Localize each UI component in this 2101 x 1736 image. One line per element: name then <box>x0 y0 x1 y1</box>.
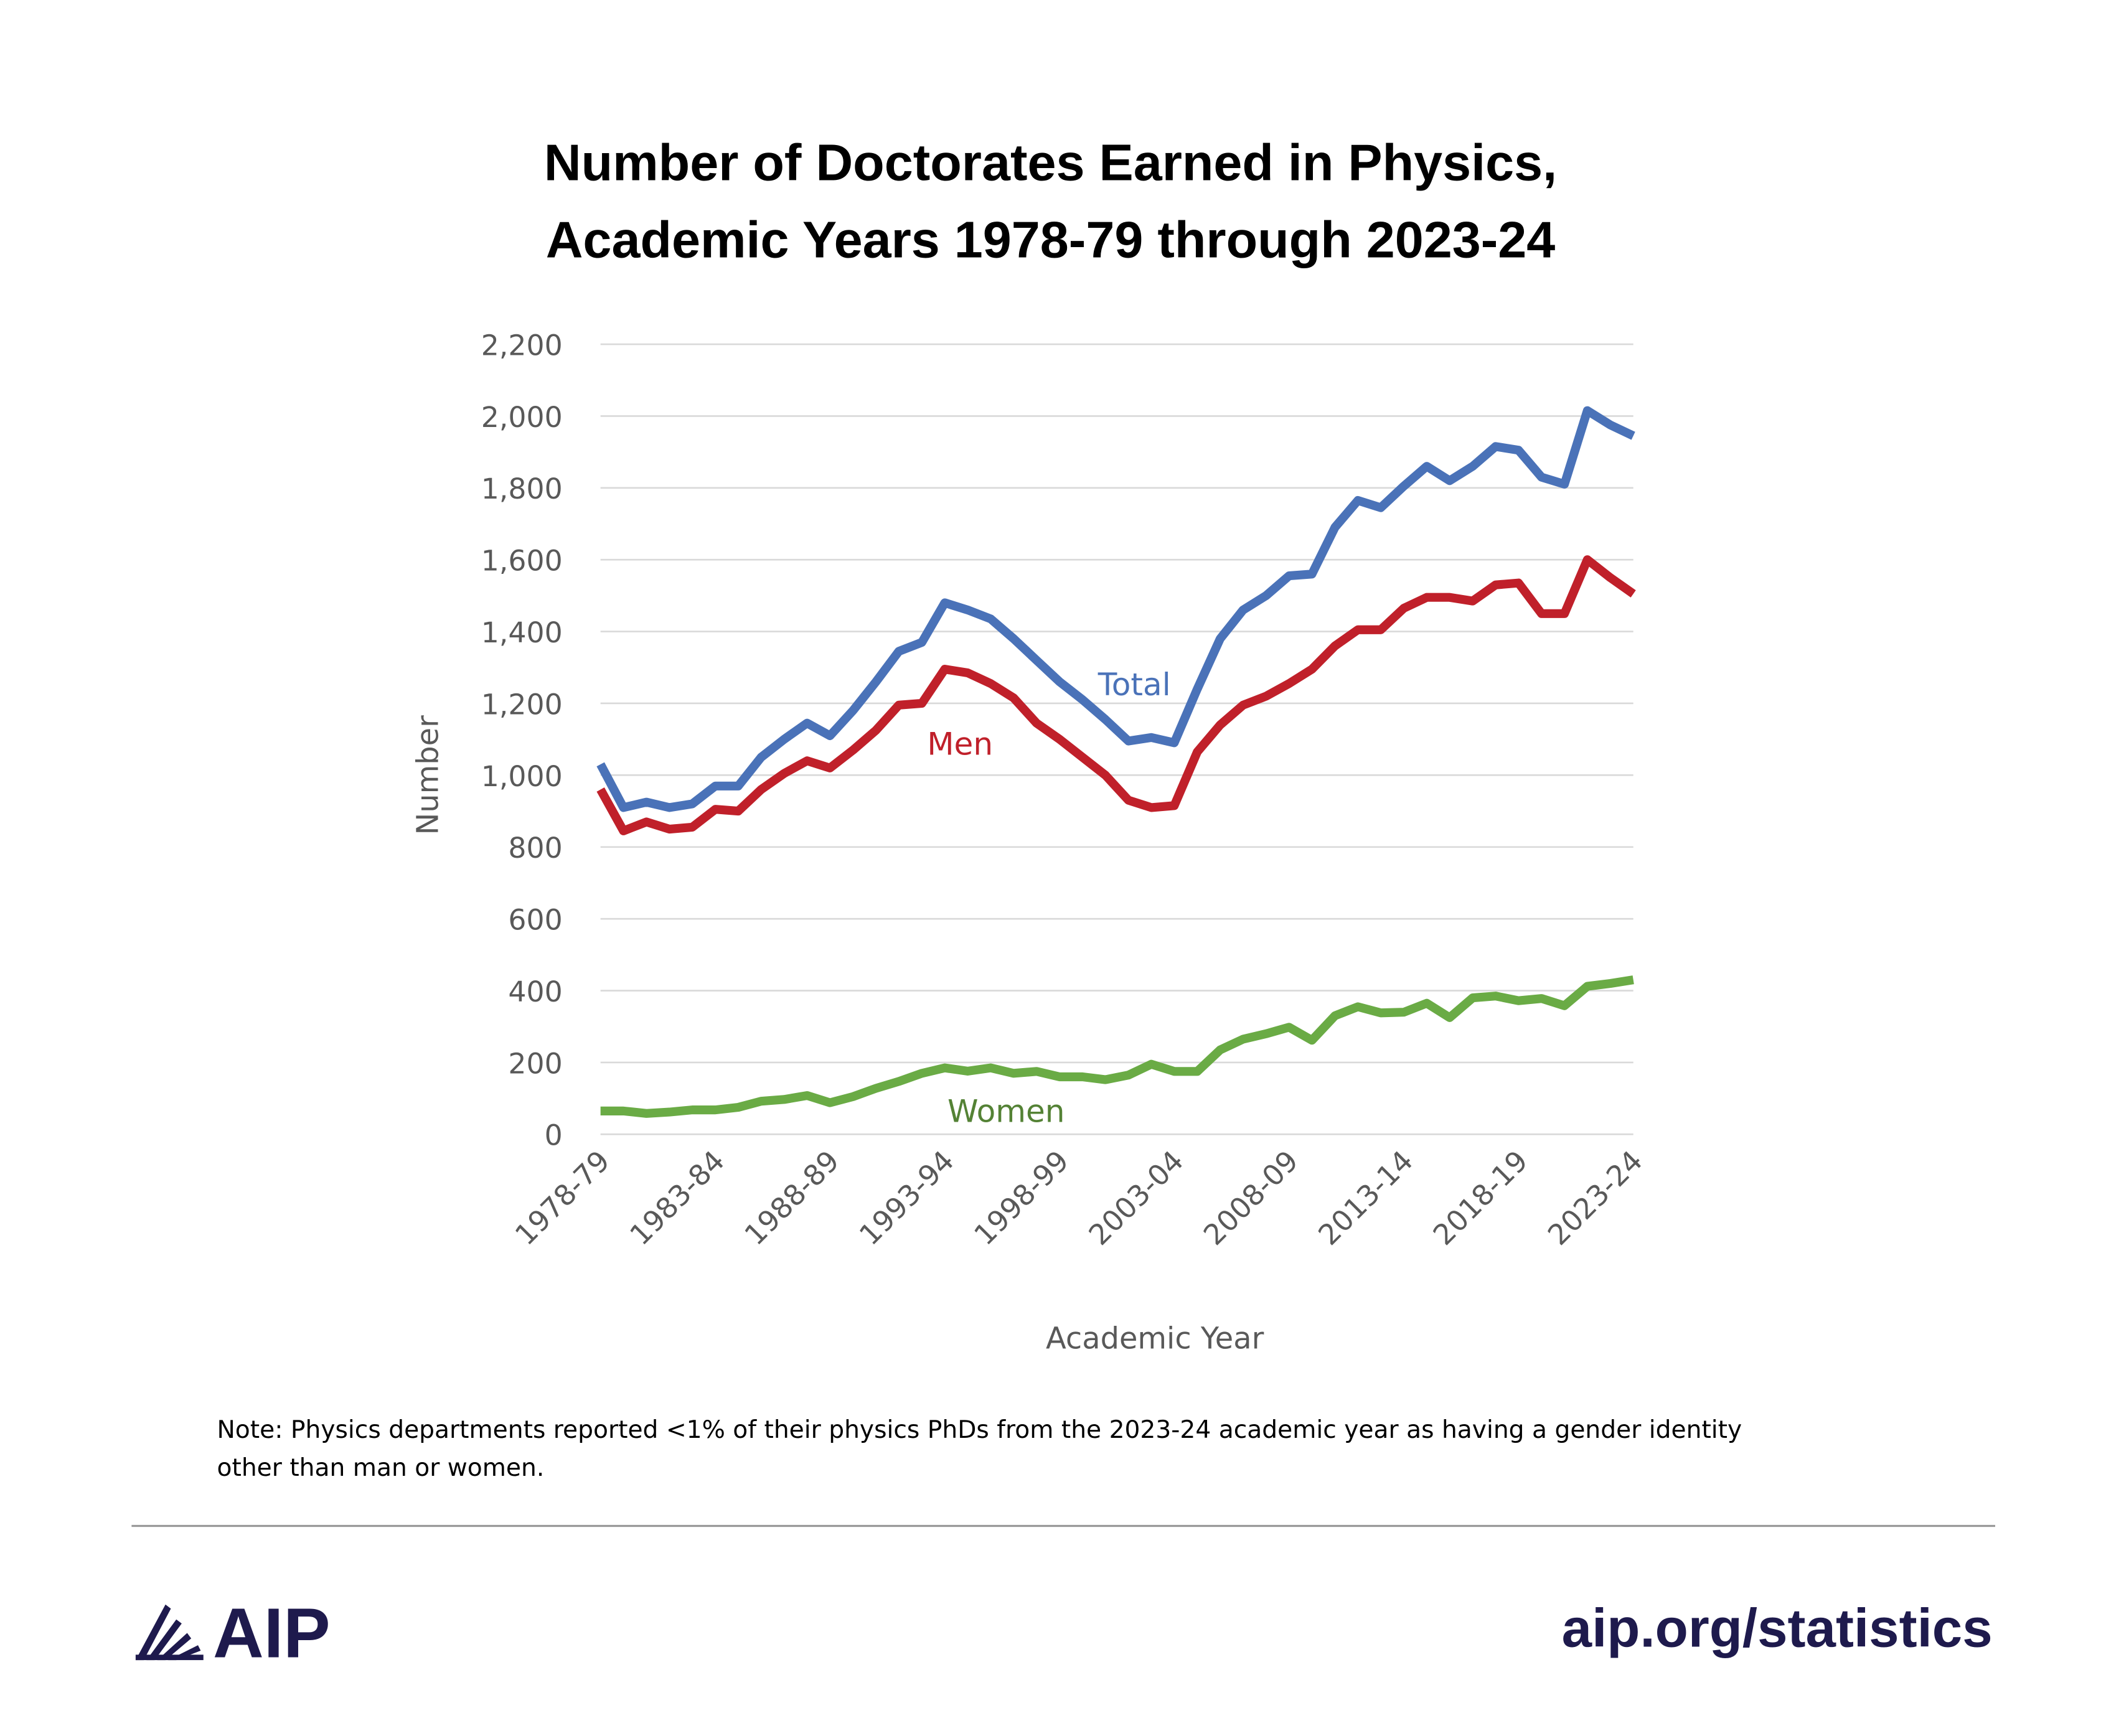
x-tick-label: 2013-14 <box>1312 1144 1420 1252</box>
note-line-1: Note: Physics departments reported <1% o… <box>217 1416 1742 1444</box>
series-line-total <box>596 406 1635 812</box>
x-tick-label: 2023-24 <box>1541 1144 1649 1252</box>
y-tick-label: 600 <box>508 904 562 937</box>
gridlines <box>600 343 1633 1135</box>
x-axis-label: Academic Year <box>1046 1321 1264 1356</box>
y-tick-label: 2,200 <box>481 329 563 362</box>
series-lines <box>596 406 1636 1118</box>
series-line-men <box>596 555 1636 835</box>
note-line-2: other than man or women. <box>217 1454 545 1482</box>
y-tick-label: 2,000 <box>481 401 563 434</box>
y-tick-label: 800 <box>508 832 562 865</box>
y-tick-label: 0 <box>545 1119 563 1152</box>
series-label-women: Women <box>947 1094 1065 1130</box>
y-axis-label: Number <box>411 715 445 835</box>
y-tick-label: 1,200 <box>481 688 563 721</box>
y-tick-label: 200 <box>508 1047 562 1080</box>
x-tick-label: 1978-79 <box>509 1144 616 1252</box>
x-tick-label: 2018-19 <box>1427 1144 1535 1252</box>
x-tick-label: 1998-99 <box>968 1144 1076 1252</box>
x-tick-label: 2008-09 <box>1197 1144 1305 1252</box>
y-tick-label: 1,000 <box>481 760 563 793</box>
footer-url[interactable]: aip.org/statistics <box>1562 1598 1993 1658</box>
y-tick-label: 400 <box>508 975 562 1008</box>
x-tick-label: 2003-04 <box>1083 1144 1190 1252</box>
aip-logo-rays-icon <box>135 1604 204 1661</box>
y-tick-label: 1,600 <box>481 545 563 578</box>
aip-logo: AIP <box>135 1594 331 1673</box>
aip-logo-text: AIP <box>213 1594 331 1673</box>
x-tick-label: 1983-84 <box>624 1144 731 1252</box>
chart-title: Number of Doctorates Earned in Physics, <box>544 134 1557 192</box>
series-label-men: Men <box>927 726 993 762</box>
y-tick-label: 1,400 <box>481 616 563 649</box>
y-tick-label: 1,800 <box>481 472 563 505</box>
series-line-women <box>600 975 1634 1118</box>
series-label-total: Total <box>1098 667 1171 703</box>
chart-subtitle: Academic Years 1978-79 through 2023-24 <box>546 211 1556 269</box>
x-axis-ticks: 1978-79 1983-84 1988-89 1993-94 1998-99 2003-… <box>509 1144 1649 1252</box>
x-tick-label: 1988-89 <box>738 1144 846 1252</box>
y-axis-ticks: 0 200 400 600 800 1,000 1,200 1,400 1,600 1,800 2,… <box>481 329 563 1152</box>
x-tick-label: 1993-94 <box>853 1144 961 1252</box>
